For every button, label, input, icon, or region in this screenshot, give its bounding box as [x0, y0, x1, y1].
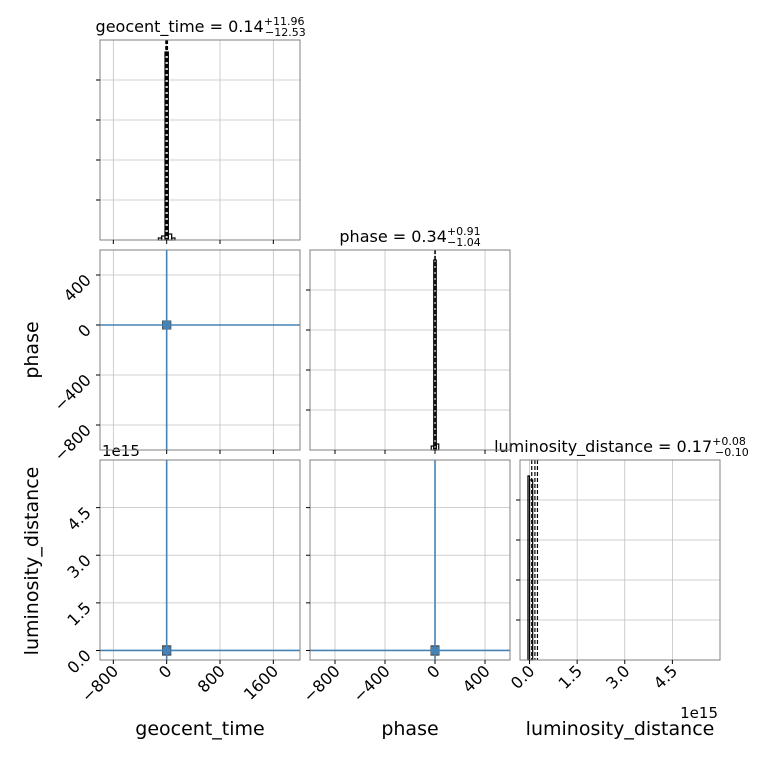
xtick-label-luminosity_distance-vs-phase-3: 400 [459, 661, 494, 696]
frame-luminosity_distance [519, 459, 721, 661]
truth-marker-luminosity_distance-vs-phase [431, 646, 439, 655]
ytick-label-luminosity_distance-vs-geocent_time-3: 4.5 [63, 503, 94, 534]
offset-text-x-luminosity-distance: 1e15 [680, 704, 718, 722]
title-geocent-time-sub: −12.53 [265, 26, 306, 39]
frame-luminosity_distance-vs-geocent_time [99, 459, 301, 661]
frame-geocent_time [99, 39, 301, 241]
ytick-label-phase-vs-geocent_time-2: 0 [74, 320, 95, 341]
ytick-label-phase-vs-geocent_time-3: 400 [60, 270, 95, 305]
ytick-label-phase-vs-geocent_time-1: −400 [50, 370, 95, 415]
title-luminosity-distance: luminosity_distance = 0.17+0.08 [494, 435, 746, 457]
title-phase: phase = 0.34+0.91 [339, 225, 480, 246]
frame-luminosity_distance-vs-phase [309, 459, 511, 661]
xlabel-geocent-time: geocent_time [135, 718, 264, 740]
frame-phase [309, 249, 511, 451]
xtick-label-luminosity_distance-0: 0.0 [507, 661, 538, 692]
ytick-label-luminosity_distance-vs-geocent_time-1: 1.5 [63, 598, 94, 629]
xtick-label-luminosity_distance-vs-phase-1: −400 [349, 661, 394, 706]
ytick-label-luminosity_distance-vs-geocent_time-0: 0.0 [63, 646, 94, 677]
offset-text-y-luminosity-distance: 1e15 [102, 442, 140, 460]
ytick-label-phase-vs-geocent_time-0: −800 [50, 420, 95, 465]
truth-marker-luminosity_distance-vs-geocent_time [162, 646, 171, 655]
title-phase-sub: −1.04 [447, 236, 481, 249]
xtick-label-luminosity_distance-2: 3.0 [602, 661, 633, 692]
ylabel-luminosity-distance: luminosity_distance [21, 467, 43, 656]
xtick-label-luminosity_distance-vs-geocent_time-2: 800 [194, 661, 229, 696]
xtick-label-luminosity_distance-vs-phase-2: 0 [423, 661, 444, 682]
title-geocent-time: geocent_time = 0.14+11.96 [96, 15, 305, 37]
xlabel-luminosity-distance: luminosity_distance [526, 718, 715, 740]
xtick-label-luminosity_distance-vs-geocent_time-1: 0 [155, 661, 176, 682]
title-luminosity-distance-sub: −0.10 [715, 446, 749, 459]
xtick-label-luminosity_distance-vs-phase-0: −800 [299, 661, 344, 706]
ytick-label-luminosity_distance-vs-geocent_time-2: 3.0 [63, 551, 94, 582]
xtick-label-luminosity_distance-3: 4.5 [650, 661, 681, 692]
xtick-label-luminosity_distance-vs-geocent_time-3: 1600 [240, 661, 282, 703]
xtick-label-luminosity_distance-1: 1.5 [555, 661, 586, 692]
ylabel-phase: phase [21, 321, 43, 378]
frame-phase-vs-geocent_time [99, 249, 301, 451]
xlabel-phase: phase [381, 718, 438, 740]
truth-marker-phase-vs-geocent_time [162, 321, 171, 329]
hist-bin-phase-2 [435, 443, 440, 451]
